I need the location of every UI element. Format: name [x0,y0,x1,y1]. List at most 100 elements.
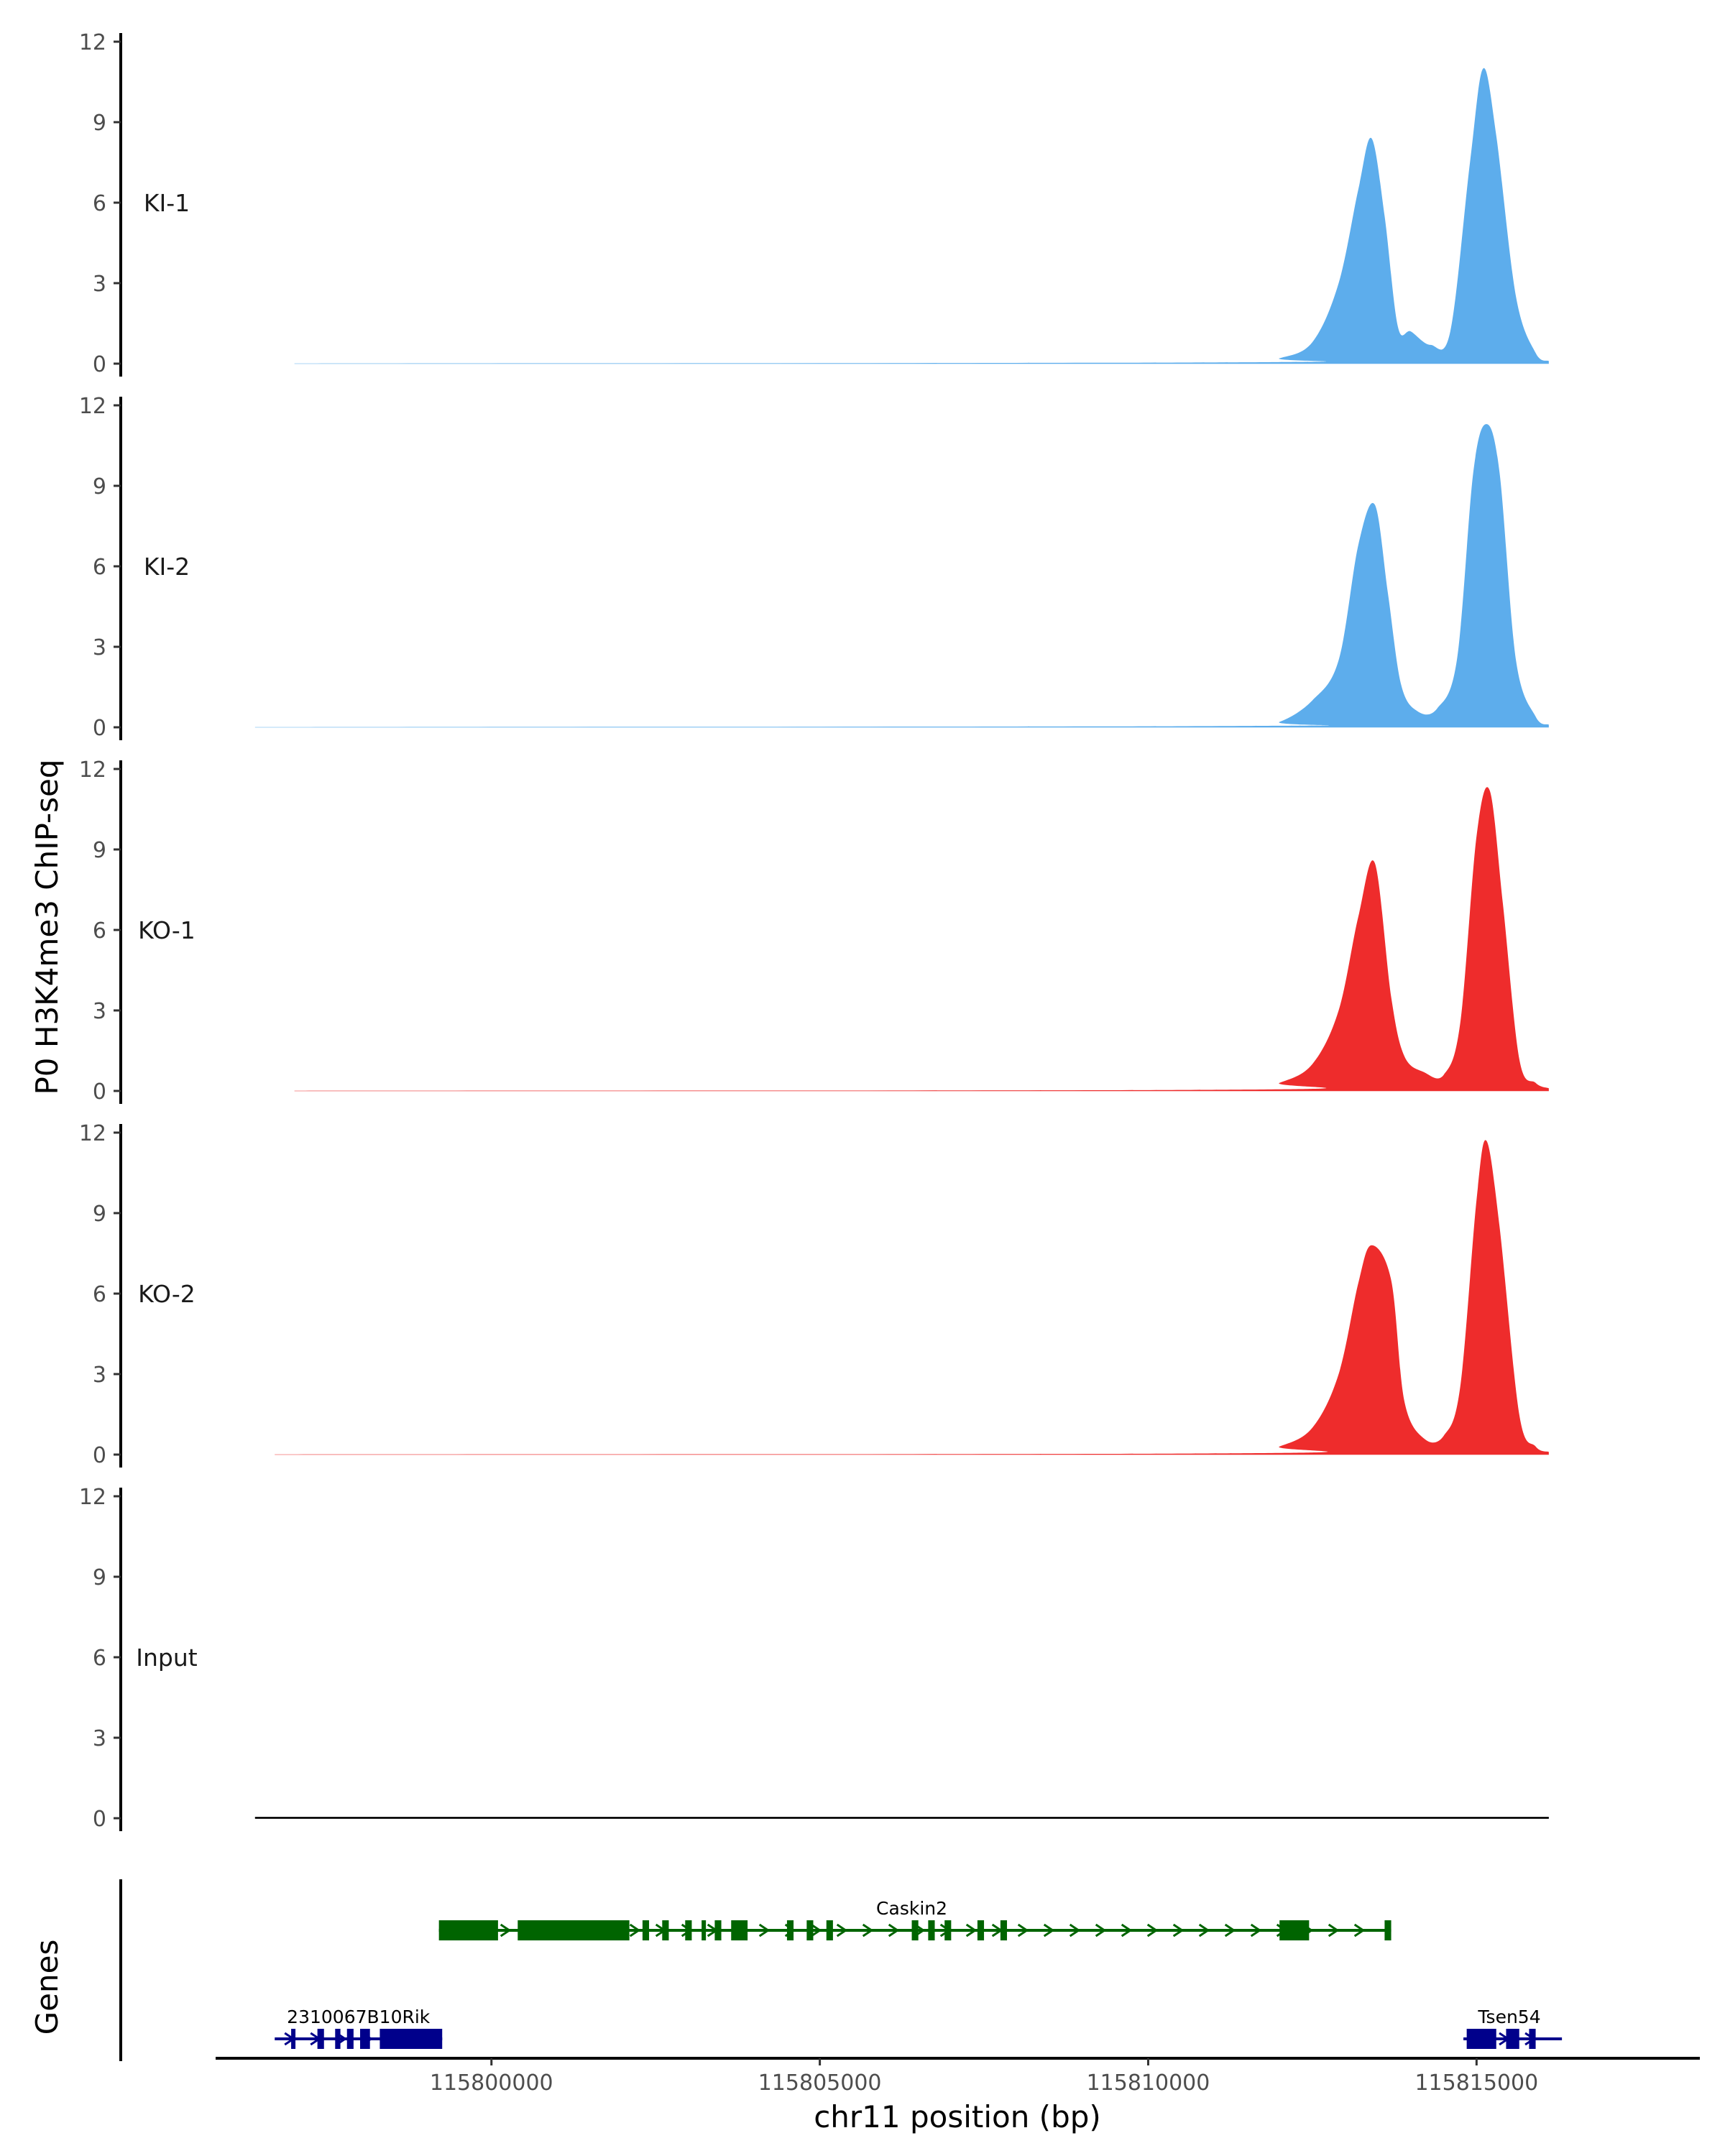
genes-axis-title: Genes [29,1940,65,2035]
gene-exon [944,1920,952,1940]
y-tick-label: 9 [93,1565,106,1590]
gene-label: Caskin2 [876,1898,947,1919]
strand-arrow [629,1923,641,1938]
strand-arrow [1353,1923,1366,1938]
gene-exon [1279,1920,1310,1940]
strand-arrow [1328,1923,1340,1938]
track-label: KI-1 [144,189,190,217]
y-tick-label: 9 [93,1202,106,1227]
y-tick-label: 6 [93,918,106,944]
y-tick-label: 0 [93,1079,106,1105]
strand-arrow [1146,1923,1159,1938]
x-axis-title: chr11 position (bp) [814,2099,1101,2134]
track-panel-input: 0 3 6 9 12 Input [79,1485,1549,1832]
gene-exon [786,1920,794,1940]
track-label: Input [136,1644,198,1672]
strand-arrow [1095,1923,1107,1938]
gene-exon [335,2029,341,2049]
gene-exon [1506,2029,1519,2049]
y-tick-label: 9 [93,838,106,863]
strand-arrow [1043,1923,1055,1938]
x-tick-label: 115805000 [758,2070,882,2096]
y-tick-label: 3 [93,1363,106,1388]
y-tick-label: 12 [79,30,106,55]
y-tick-label: 3 [93,272,106,297]
gene-exon [685,1920,692,1940]
gene-exon [806,1920,814,1940]
y-tick-label: 0 [93,716,106,741]
y-tick-label: 6 [93,1282,106,1307]
gene-exon [1529,2029,1536,2049]
strand-arrow [500,1923,512,1938]
strand-arrow [1224,1923,1236,1938]
strand-arrow [1198,1923,1210,1938]
gene-exon [1384,1920,1392,1940]
y-tick-label: 12 [79,1121,106,1146]
y-tick-label: 9 [93,474,106,499]
gene-exon [1000,1920,1008,1940]
track-label: KO-1 [138,916,196,944]
signal-tracks: 0 3 6 9 12 KI-1 0 3 6 9 12 KI-2 0 3 6 9 12 KO-1 0 3 6 9 12 KO-2… [79,30,1549,1832]
gene-exon [291,2029,296,2049]
gene-exon [438,1920,498,1940]
gene-label: Tsen54 [1477,2007,1540,2027]
y-tick-label: 3 [93,999,106,1024]
y-tick-label: 6 [93,191,106,216]
strand-arrow [758,1923,770,1938]
x-tick-label: 115810000 [1087,2070,1210,2096]
signal-area-ko-1 [294,787,1549,1091]
gene-caskin2: Caskin2 [438,1898,1392,1940]
signal-area-input [254,1817,1549,1818]
track-panel-ki-2: 0 3 6 9 12 KI-2 [79,394,1549,741]
gene-exon [977,1920,985,1940]
gene-exon [928,1920,935,1940]
gene-exon [662,1920,669,1940]
strand-arrow [1172,1923,1184,1938]
y-tick-label: 6 [93,1646,106,1671]
signal-area-ki-2 [254,424,1549,727]
gene-tsen54: Tsen54 [1463,2007,1563,2049]
gene-exon [1466,2029,1496,2049]
strand-arrow [810,1923,822,1938]
gene-exon [826,1920,833,1940]
strand-arrow [965,1923,978,1938]
strand-arrow [1250,1923,1262,1938]
gene-exon [346,2029,354,2049]
gene-annotation-track: Caskin2 2310067B10Rik Tsen54 [119,1879,1563,2061]
gene-exon [731,1920,748,1940]
strand-arrow [836,1923,848,1938]
track-panel-ko-2: 0 3 6 9 12 KO-2 [79,1121,1549,1468]
x-tick-label: 115815000 [1414,2070,1538,2096]
gene-exon [317,2029,324,2049]
strand-arrow [1069,1923,1081,1938]
y-axis-title: P0 H3K4me3 ChIP-seq [29,759,65,1095]
gene-exon [642,1920,650,1940]
gene-exon [911,1920,919,1940]
gene-exon [380,2029,443,2049]
y-tick-label: 3 [93,635,106,660]
gene-exon [360,2029,370,2049]
y-tick-label: 6 [93,555,106,580]
y-tick-label: 0 [93,1807,106,1832]
track-label: KO-2 [138,1280,196,1308]
gene-2310067b10rik: 2310067B10Rik [275,2007,443,2049]
x-tick-label: 115800000 [430,2070,553,2096]
y-tick-label: 0 [93,1443,106,1468]
strand-arrow [888,1923,900,1938]
y-tick-label: 9 [93,111,106,136]
gene-exon [702,1920,707,1940]
x-axis: 115800000 115805000 115810000 115815000 [216,2057,1700,2096]
track-panel-ki-1: 0 3 6 9 12 KI-1 [79,30,1549,377]
y-tick-label: 12 [79,757,106,783]
strand-arrow [862,1923,874,1938]
y-tick-label: 0 [93,352,106,377]
strand-arrow [1017,1923,1029,1938]
signal-area-ko-2 [275,1140,1549,1455]
y-tick-label: 3 [93,1726,106,1751]
y-tick-label: 12 [79,1485,106,1510]
signal-area-ki-1 [294,68,1549,364]
gene-exon [518,1920,630,1940]
gene-exon [714,1920,722,1940]
track-label: KI-2 [144,553,190,581]
